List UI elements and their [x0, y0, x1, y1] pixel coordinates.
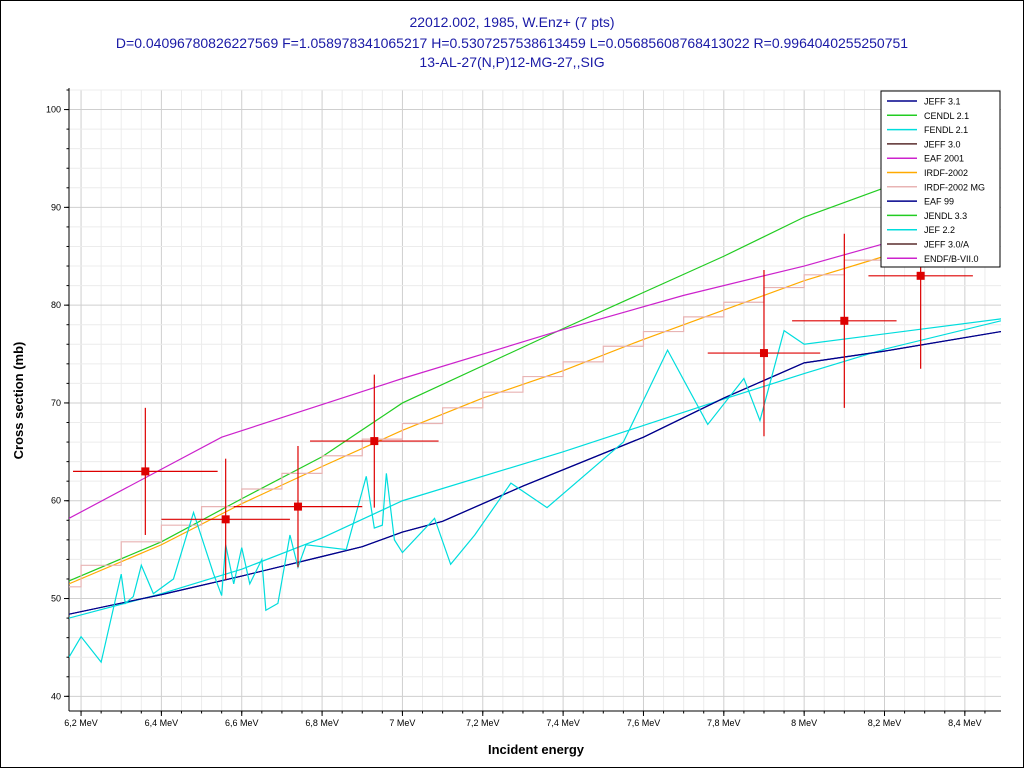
legend-label: JEFF 3.0: [924, 139, 961, 149]
y-tick-label: 40: [51, 691, 61, 701]
x-tick-label: 7,4 MeV: [546, 718, 580, 728]
series-line-eaf-2001: [69, 242, 885, 519]
legend-label: JEFF 3.1: [924, 97, 961, 107]
data-marker: [370, 437, 379, 446]
chart-title-line-1: 22012.002, 1985, W.Enz+ (7 pts): [409, 14, 615, 30]
series-line-irdf-2002-mg: [69, 259, 885, 588]
data-point-3: [233, 445, 363, 568]
grid-lines: [69, 89, 1001, 711]
data-point-1: [73, 407, 218, 535]
x-tick-label: 6,4 MeV: [145, 718, 179, 728]
legend-label: JEF 2.2: [924, 225, 955, 235]
chart-title-line-2: D=0.04096780826227569 F=1.05897834106521…: [115, 35, 909, 51]
legend-label: JEFF 3.0/A: [924, 240, 969, 250]
x-tick-label: 7,2 MeV: [466, 718, 500, 728]
x-tick-label: 8,2 MeV: [868, 718, 902, 728]
data-marker: [221, 515, 230, 524]
x-tick-label: 8 MeV: [791, 718, 817, 728]
series-line-jeff-3-1: [69, 330, 1001, 615]
data-point-6: [792, 233, 897, 408]
x-axis-title: Incident energy: [488, 742, 585, 757]
chart-title-line-3: 13-AL-27(N,P)12-MG-27,,SIG: [419, 54, 605, 70]
data-marker: [840, 316, 849, 325]
legend-label: CENDL 2.1: [924, 111, 969, 121]
data-point-5: [707, 269, 821, 437]
y-tick-label: 90: [51, 202, 61, 212]
data-marker: [916, 271, 925, 280]
data-marker: [141, 467, 150, 476]
data-marker: [759, 349, 768, 358]
x-tick-label: 7,8 MeV: [707, 718, 741, 728]
x-tick-label: 6,2 MeV: [64, 718, 98, 728]
series-line-eaf-99: [69, 330, 1001, 615]
y-tick-label: 100: [46, 105, 61, 115]
legend-label: FENDL 2.1: [924, 125, 968, 135]
legend-label: ENDF/B-VII.0: [924, 254, 979, 264]
data-point-4: [310, 374, 439, 508]
plot-area: [69, 182, 1001, 664]
y-tick-label: 80: [51, 300, 61, 310]
series-line-fendl-2-1: [69, 320, 1001, 619]
legend-label: IRDF-2002 MG: [924, 182, 985, 192]
y-tick-label: 60: [51, 496, 61, 506]
x-tick-label: 8,4 MeV: [948, 718, 982, 728]
legend-box: [880, 90, 1001, 268]
x-tick-label: 7,6 MeV: [627, 718, 661, 728]
y-tick-label: 70: [51, 398, 61, 408]
x-tick-label: 7 MeV: [389, 718, 415, 728]
y-axis-title: Cross section (mb): [11, 342, 26, 460]
legend: JEFF 3.1 CENDL 2.1 FENDL 2.1 JEFF 3.0 EAF 20…: [880, 90, 1001, 268]
x-tick-label: 6,8 MeV: [305, 718, 339, 728]
legend-label: EAF 99: [924, 197, 954, 207]
x-tick-label: 6,6 MeV: [225, 718, 259, 728]
data-marker: [293, 502, 302, 511]
data-point-2: [161, 458, 290, 580]
series-line-jef-2-2: [69, 318, 1001, 664]
legend-label: IRDF-2002: [924, 168, 968, 178]
y-tick-label: 50: [51, 594, 61, 604]
legend-label: EAF 2001: [924, 154, 964, 164]
legend-label: JENDL 3.3: [924, 211, 967, 221]
series-line-cendl-2-1: [69, 187, 885, 582]
